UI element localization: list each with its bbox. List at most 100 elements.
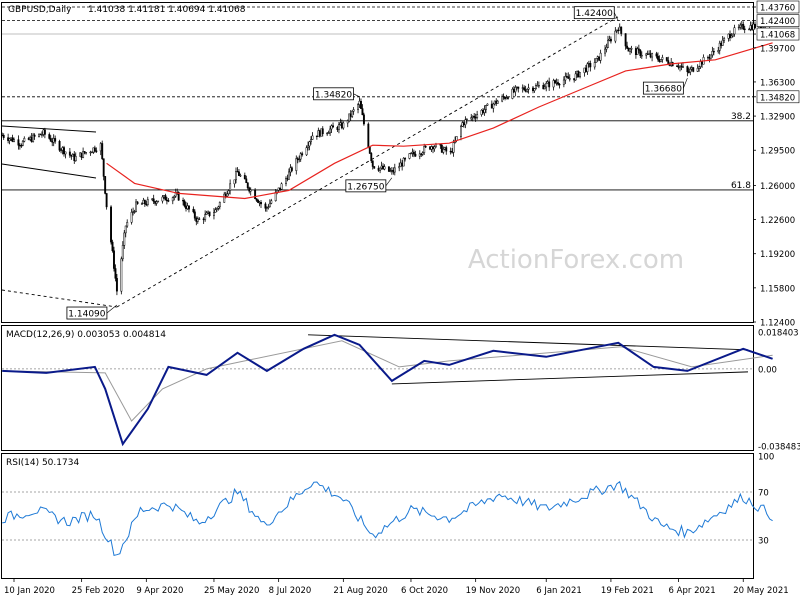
- candle-body: [421, 152, 424, 155]
- candle-body: [493, 100, 496, 105]
- candle-body: [337, 124, 340, 130]
- candle-body: [737, 26, 740, 29]
- price-tick-box: [756, 27, 800, 41]
- candle-body: [310, 139, 312, 143]
- candle-body: [95, 150, 98, 152]
- candle-body: [340, 122, 343, 129]
- candle-body: [54, 138, 57, 142]
- macd-upper-trendline: [308, 334, 749, 351]
- candle-body: [155, 201, 158, 204]
- candle-body: [383, 166, 386, 170]
- annotation-label: 1.42400: [576, 9, 613, 19]
- candle-body: [443, 147, 446, 150]
- x-tick-label: 8 Jul 2020: [269, 586, 312, 596]
- watermark: ActionForex.com: [468, 245, 684, 275]
- candle-body: [548, 81, 551, 88]
- x-tick-label: 19 Feb 2021: [601, 586, 654, 596]
- candle-body: [605, 47, 608, 50]
- candle-body: [285, 177, 287, 185]
- candle-body: [411, 151, 414, 154]
- candle-body: [193, 211, 196, 219]
- annotation-label: 1.36680: [645, 85, 682, 95]
- candle-body: [30, 136, 33, 142]
- candle-body: [462, 122, 465, 126]
- candle-body: [470, 117, 473, 120]
- candle-body: [424, 146, 427, 148]
- candle-body: [543, 86, 546, 90]
- candle-body: [192, 208, 195, 213]
- candle-body: [80, 152, 83, 158]
- channel-bottom-line: [1, 163, 97, 179]
- candle-body: [136, 201, 139, 205]
- candle-body: [260, 202, 262, 205]
- candle-body: [204, 214, 207, 221]
- candle-body: [474, 117, 477, 119]
- price-tick-label: 1.42400: [760, 17, 795, 27]
- fib-label: 38.2: [731, 112, 751, 122]
- candle-body: [429, 146, 432, 150]
- candle-body: [471, 115, 474, 118]
- candle-body: [495, 100, 498, 104]
- macd-label: MACD(12,26,9) 0.003053 0.004814: [6, 330, 166, 340]
- candle-body: [357, 104, 359, 110]
- candle-body: [485, 105, 487, 110]
- candle-body: [279, 187, 282, 190]
- candle-body: [60, 149, 62, 152]
- candle-body: [640, 55, 643, 57]
- candle-body: [113, 250, 115, 269]
- candle-body: [214, 209, 217, 213]
- candle-body: [73, 154, 76, 162]
- candle-body: [377, 167, 380, 171]
- candle-body: [689, 68, 692, 73]
- candle-body: [329, 128, 332, 134]
- candle-body: [432, 146, 434, 150]
- candle-body: [124, 225, 127, 234]
- candle-body: [501, 96, 504, 102]
- candle-body: [215, 207, 218, 210]
- candle-body: [171, 197, 174, 202]
- candle-body: [315, 135, 318, 137]
- candle-body: [239, 175, 242, 177]
- candle-body: [398, 166, 401, 169]
- macd-line: [2, 333, 773, 447]
- moving-average-line: [106, 42, 773, 200]
- candle-body: [574, 73, 577, 81]
- candle-body: [70, 154, 73, 157]
- candle-body: [680, 65, 683, 68]
- candle-body: [382, 165, 384, 170]
- candle-body: [410, 152, 412, 155]
- candle-body: [743, 28, 746, 30]
- candle-body: [13, 139, 15, 142]
- candle-body: [507, 97, 509, 99]
- candle-body: [307, 145, 309, 148]
- candle-body: [74, 156, 77, 162]
- candle-body: [492, 103, 495, 109]
- candle-body: [517, 86, 520, 89]
- candle-body: [584, 67, 587, 72]
- candle-body: [295, 158, 298, 171]
- candle-body: [596, 56, 599, 59]
- candle-body: [534, 85, 537, 90]
- candle-body: [245, 178, 248, 184]
- candle-body: [11, 137, 14, 142]
- candle-body: [1, 134, 4, 137]
- price-tick-label: 1.39700: [760, 44, 795, 54]
- candle-body: [130, 212, 133, 223]
- candle-body: [749, 25, 752, 30]
- candle-body: [692, 67, 695, 72]
- price-tick-label: 1.15800: [760, 284, 795, 294]
- candle-body: [321, 128, 324, 135]
- candle-body: [339, 122, 342, 125]
- candle-body: [720, 42, 723, 46]
- candle-body: [92, 147, 95, 153]
- candle-body: [527, 87, 530, 90]
- candle-body: [430, 146, 433, 150]
- candle-body: [636, 48, 639, 55]
- price-tick-box: [756, 90, 800, 104]
- candle-body: [718, 42, 721, 51]
- candle-body: [711, 50, 714, 56]
- candle-body: [379, 167, 382, 171]
- candle-body: [445, 147, 448, 152]
- candle-body: [163, 195, 165, 198]
- candle-body: [629, 48, 631, 52]
